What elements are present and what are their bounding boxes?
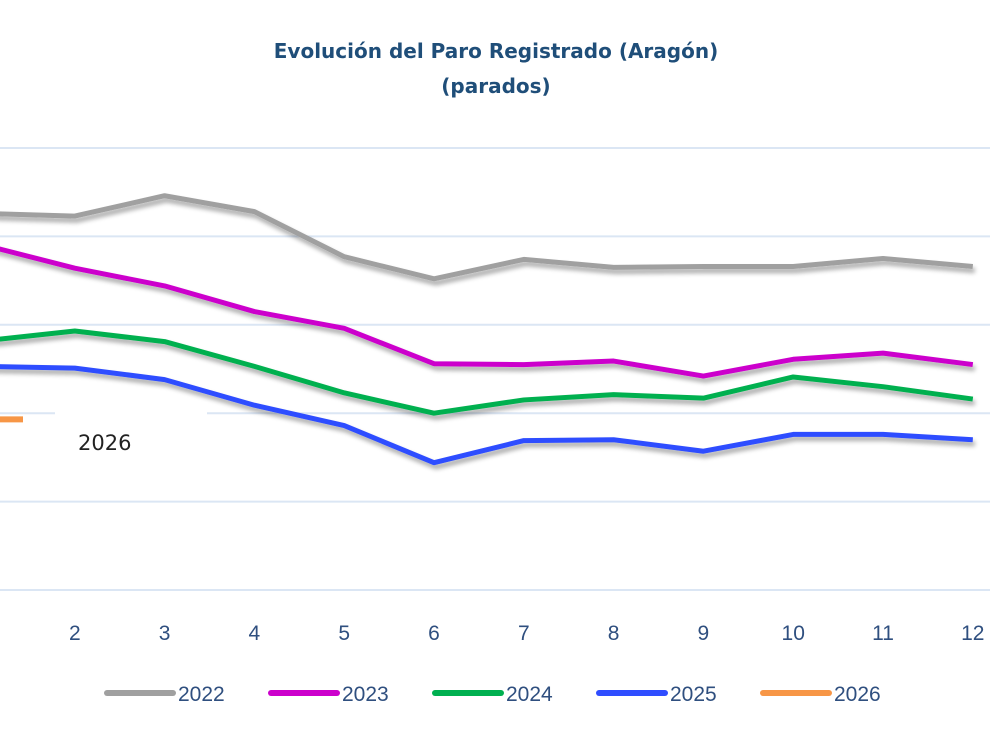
annotation-box bbox=[55, 402, 207, 462]
chart-title: Evolución del Paro Registrado (Aragón) bbox=[274, 39, 718, 63]
x-tick-label: 2 bbox=[69, 622, 81, 645]
x-axis-ticks: 2 3 4 5 6 7 8 9 10 11 12 bbox=[69, 622, 985, 645]
legend-item-2025: 2025 bbox=[596, 683, 717, 706]
legend-item-2024: 2024 bbox=[432, 683, 553, 706]
legend-label: 2026 bbox=[834, 683, 881, 706]
gridlines bbox=[0, 147, 990, 591]
x-tick-label: 9 bbox=[698, 622, 710, 645]
x-tick-label: 7 bbox=[518, 622, 530, 645]
x-tick-label: 10 bbox=[782, 622, 805, 645]
series-2022-line bbox=[0, 193, 974, 282]
x-tick-label: 11 bbox=[872, 622, 894, 645]
series-lines bbox=[0, 193, 974, 466]
legend: 2022 2023 2024 2025 2026 bbox=[104, 683, 881, 706]
legend-label: 2025 bbox=[670, 683, 717, 706]
x-tick-label: 3 bbox=[159, 622, 171, 645]
series-2025-line bbox=[0, 364, 973, 466]
x-tick-label: 5 bbox=[338, 622, 350, 645]
legend-item-2022: 2022 bbox=[104, 683, 225, 706]
chart-subtitle: (parados) bbox=[441, 74, 550, 98]
annotation: 2026 bbox=[55, 402, 207, 462]
legend-label: 2024 bbox=[506, 683, 553, 706]
legend-item-2023: 2023 bbox=[268, 683, 389, 706]
x-tick-label: 4 bbox=[249, 622, 261, 645]
legend-label: 2022 bbox=[178, 683, 225, 706]
x-tick-label: 8 bbox=[608, 622, 620, 645]
legend-item-2026: 2026 bbox=[760, 683, 881, 706]
legend-label: 2023 bbox=[342, 683, 389, 706]
series-2024-line bbox=[0, 328, 974, 416]
annotation-2026-label: 2026 bbox=[78, 431, 131, 455]
x-tick-label: 6 bbox=[428, 622, 440, 645]
x-tick-label: 12 bbox=[961, 622, 984, 645]
series-2023-line bbox=[0, 246, 974, 379]
